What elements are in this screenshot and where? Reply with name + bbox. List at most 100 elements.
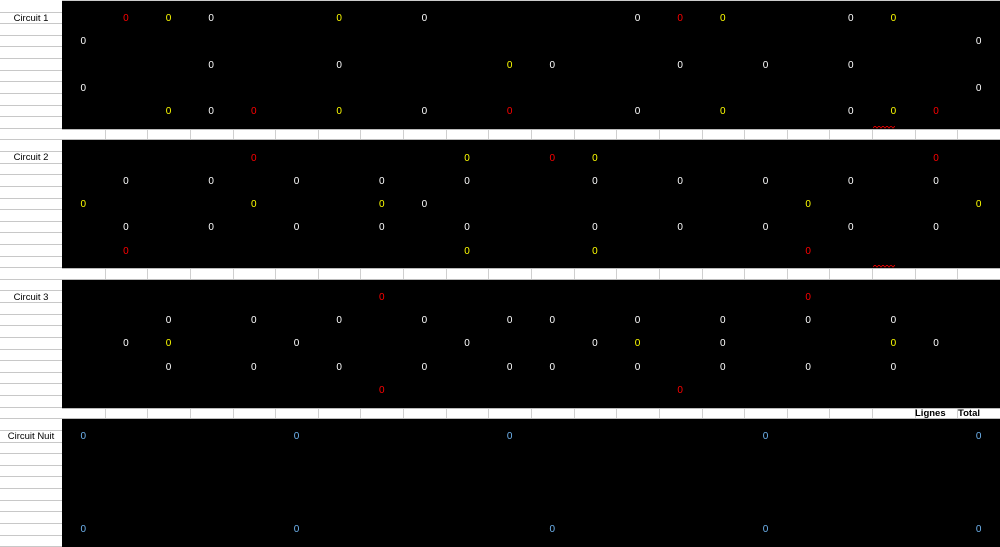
cell-value[interactable]: 0 [336, 315, 342, 327]
cell-value[interactable]: 0 [677, 222, 683, 234]
row-header-cell[interactable] [0, 82, 62, 94]
cell-value[interactable]: 0 [549, 152, 556, 164]
row-header-cell[interactable] [0, 140, 62, 153]
cell-value[interactable]: 0 [933, 175, 939, 187]
cell-value[interactable]: 0 [890, 338, 897, 350]
cell-value[interactable]: 0 [549, 524, 556, 536]
circuit-block[interactable] [62, 279, 1000, 408]
cell-value[interactable]: 0 [251, 152, 257, 164]
row-header-cell[interactable] [0, 233, 62, 245]
cell-value[interactable]: 0 [549, 59, 556, 71]
cell-value[interactable]: 0 [805, 292, 811, 303]
row-header-cell[interactable] [0, 152, 62, 164]
cell-value[interactable]: 0 [975, 82, 982, 94]
cell-value[interactable]: 0 [293, 338, 300, 350]
cell-value[interactable]: 0 [208, 175, 214, 187]
row-header-cell[interactable] [0, 175, 62, 187]
row-header-cell[interactable] [0, 431, 62, 443]
cell-value[interactable]: 0 [677, 13, 683, 25]
cell-value[interactable]: 0 [506, 106, 513, 118]
cell-value[interactable]: 0 [933, 152, 939, 164]
cell-value[interactable]: 0 [933, 338, 939, 350]
cell-value[interactable]: 0 [975, 199, 982, 211]
cell-value[interactable]: 0 [592, 245, 598, 257]
cell-value[interactable]: 0 [165, 13, 172, 25]
cell-value[interactable]: 0 [549, 361, 556, 373]
row-header-cell[interactable] [0, 24, 62, 36]
cell-value[interactable]: 0 [165, 338, 172, 350]
row-header-cell[interactable] [0, 466, 62, 478]
cell-value[interactable]: 0 [720, 361, 726, 373]
cell-value[interactable]: 0 [421, 315, 428, 327]
cell-value[interactable]: 0 [336, 13, 342, 25]
row-header-cell[interactable] [0, 303, 62, 315]
cell-value[interactable]: 0 [762, 524, 769, 536]
row-header-cell[interactable] [0, 454, 62, 466]
cell-value[interactable]: 0 [336, 106, 342, 118]
row-header-cell[interactable] [0, 94, 62, 106]
cell-value[interactable]: 0 [208, 222, 214, 234]
cell-value[interactable]: 0 [293, 524, 300, 536]
cell-value[interactable]: 0 [720, 315, 726, 327]
cell-value[interactable]: 0 [634, 315, 641, 327]
cell-value[interactable]: 0 [336, 59, 342, 71]
cell-value[interactable]: 0 [293, 175, 300, 187]
cell-value[interactable]: 0 [805, 199, 811, 211]
separator-row[interactable] [62, 128, 1000, 141]
cell-value[interactable]: 0 [378, 222, 385, 234]
cell-value[interactable]: 0 [208, 59, 214, 71]
row-header-cell[interactable] [0, 13, 62, 25]
cell-value[interactable]: 0 [80, 199, 87, 211]
cell-value[interactable]: 0 [890, 315, 897, 327]
cell-value[interactable]: 0 [890, 361, 897, 373]
row-header-cell[interactable] [0, 187, 62, 199]
cell-value[interactable]: 0 [421, 199, 428, 211]
cell-value[interactable]: 0 [165, 315, 172, 327]
cell-value[interactable]: 0 [762, 222, 769, 234]
cell-value[interactable]: 0 [421, 361, 428, 373]
row-header-cell[interactable] [0, 117, 62, 129]
row-header-cell[interactable] [0, 1, 62, 13]
cell-value[interactable]: 0 [165, 361, 172, 373]
cell-value[interactable]: 0 [378, 384, 385, 396]
row-header-cell[interactable] [0, 489, 62, 501]
cell-value[interactable]: 0 [506, 59, 513, 71]
cell-value[interactable]: 0 [890, 106, 897, 118]
cell-value[interactable]: 0 [378, 199, 385, 211]
cell-value[interactable]: 0 [293, 431, 300, 443]
cell-value[interactable]: 0 [165, 106, 172, 118]
row-header-cell[interactable] [0, 47, 62, 60]
cell-value[interactable]: 0 [208, 13, 214, 25]
cell-value[interactable]: 0 [805, 361, 811, 373]
row-header-cell[interactable] [0, 477, 62, 490]
cell-value[interactable]: 0 [762, 431, 769, 443]
cell-value[interactable]: 0 [123, 338, 129, 350]
cell-value[interactable]: 0 [975, 524, 982, 536]
row-header-cell[interactable] [0, 501, 62, 513]
row-header-cell[interactable] [0, 71, 62, 83]
cell-value[interactable]: 0 [80, 36, 87, 48]
row-header-cell[interactable] [0, 36, 62, 48]
cell-value[interactable]: 0 [677, 175, 683, 187]
row-header-cell[interactable] [0, 245, 62, 257]
cell-value[interactable]: 0 [847, 59, 854, 71]
cell-value[interactable]: 0 [421, 106, 428, 118]
row-header-cell[interactable] [0, 164, 62, 176]
cell-value[interactable]: 0 [890, 13, 897, 25]
cell-value[interactable]: 0 [464, 175, 470, 187]
cell-value[interactable]: 0 [464, 245, 470, 257]
row-header-cell[interactable] [0, 257, 62, 269]
header-total[interactable]: Total [958, 408, 980, 419]
row-header-cell[interactable] [0, 59, 62, 71]
cell-value[interactable]: 0 [80, 82, 87, 94]
cell-value[interactable]: 0 [378, 175, 385, 187]
cell-value[interactable]: 0 [634, 361, 641, 373]
row-header-cell[interactable] [0, 524, 62, 536]
cell-value[interactable]: 0 [592, 338, 598, 350]
cell-value[interactable]: 0 [847, 106, 854, 118]
separator-row[interactable] [62, 268, 1000, 280]
row-header-cell[interactable] [0, 199, 62, 211]
cell-value[interactable]: 0 [251, 361, 257, 373]
cell-value[interactable]: 0 [720, 338, 726, 350]
